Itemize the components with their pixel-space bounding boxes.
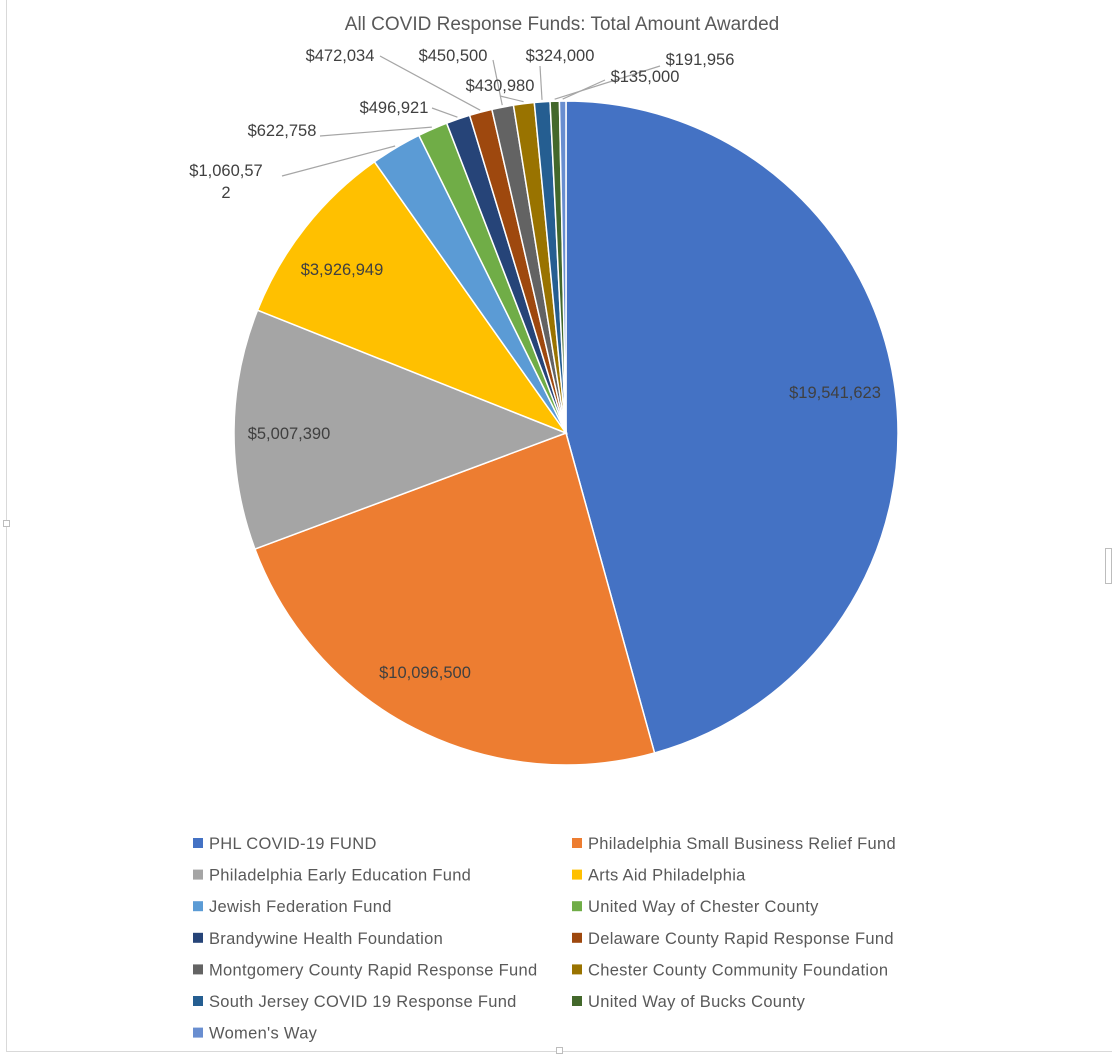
legend-label: Philadelphia Small Business Relief Fund [588,835,896,853]
leader-line [554,65,661,100]
legend-swatch [193,932,203,943]
legend-item[interactable]: Philadelphia Early Education Fund [193,867,471,885]
legend-item[interactable]: Montgomery County Rapid Response Fund [193,961,537,979]
legend-label: Brandywine Health Foundation [209,930,443,948]
legend-label: United Way of Chester County [588,898,819,916]
data-label: $622,758 [248,122,317,140]
leader-line [562,79,606,100]
legend-label: Jewish Federation Fund [209,898,392,916]
legend-label: Montgomery County Rapid Response Fund [209,961,537,979]
leader-line [499,95,524,103]
legend-swatch [572,932,582,943]
legend-swatch [572,996,582,1006]
data-label: $3,926,949 [301,261,384,279]
legend-item[interactable]: Philadelphia Small Business Relief Fund [572,835,896,853]
leader-line [379,55,481,111]
pie-slice[interactable] [256,160,569,435]
legend-swatch [193,964,203,975]
legend-item[interactable]: United Way of Bucks County [572,993,806,1011]
data-label: $430,980 [466,77,535,95]
data-label: $191,956 [666,51,735,69]
data-label: $10,096,500 [379,664,471,682]
pie-slice[interactable] [565,100,899,754]
legend-item[interactable]: Jewish Federation Fund [193,898,392,916]
data-label: $472,034 [306,47,375,65]
pie-slice[interactable] [253,432,656,766]
legend-label: Women's Way [209,1025,318,1043]
leader-line [431,107,458,118]
legend-swatch [193,901,203,912]
legend-label: Philadelphia Early Education Fund [209,867,471,885]
legend-item[interactable]: Delaware County Rapid Response Fund [572,930,894,948]
data-label: $1,060,57 2 [189,162,262,202]
legend-swatch [572,838,582,848]
legend-label: South Jersey COVID 19 Response Fund [209,993,517,1011]
data-label: $496,921 [360,99,429,117]
legend-swatch [193,996,203,1006]
leader-line [281,145,396,177]
legend-swatch [572,964,582,975]
data-label: $324,000 [526,47,595,65]
legend-label: United Way of Bucks County [588,993,806,1011]
legend-label: PHL COVID-19 FUND [209,835,377,853]
pie-slice[interactable] [233,309,569,551]
legend-swatch [193,838,203,848]
chart-title: All COVID Response Funds: Total Amount A… [345,14,779,35]
legend-item[interactable]: PHL COVID-19 FUND [193,835,377,853]
legend-item[interactable]: Brandywine Health Foundation [193,930,443,948]
legend-label: Arts Aid Philadelphia [588,867,746,885]
legend-swatch [193,869,203,880]
legend-label: Delaware County Rapid Response Fund [588,930,894,948]
leader-line [492,59,503,106]
pie-slice[interactable] [558,100,567,434]
data-label: $450,500 [419,47,488,65]
legend-item[interactable]: United Way of Chester County [572,898,819,916]
legend-item[interactable]: Women's Way [193,1025,318,1043]
legend-swatch [193,1027,203,1038]
leader-line [319,126,432,137]
data-label: $5,007,390 [248,425,331,443]
leader-line [539,65,543,100]
legend-item[interactable]: Chester County Community Foundation [572,961,888,979]
resize-handle-left[interactable] [3,520,10,527]
data-label: $135,000 [611,68,680,86]
legend-item[interactable]: South Jersey COVID 19 Response Fund [193,993,517,1011]
legend-swatch [572,901,582,912]
legend-swatch [572,869,582,880]
data-label: $19,541,623 [789,384,881,402]
legend-label: Chester County Community Foundation [588,961,888,979]
legend-item[interactable]: Arts Aid Philadelphia [572,867,746,885]
